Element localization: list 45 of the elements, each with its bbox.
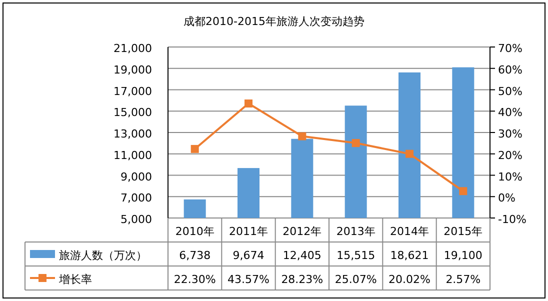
y2-tick-label: 10%	[498, 170, 522, 184]
y-tick-label: 9,000	[120, 170, 152, 184]
legend-label: 增长率	[58, 273, 92, 286]
point	[406, 150, 414, 158]
y-tick-label: 7,000	[120, 192, 152, 205]
y2-tick-label: 0%	[498, 192, 516, 205]
y2-tick-label: -10%	[498, 213, 526, 226]
y2-tick-label: 50%	[498, 84, 522, 98]
x-tick-label: 2012年	[282, 225, 322, 238]
y2-tick-label: 70%	[498, 42, 522, 55]
y-tick-label: 13,000	[114, 128, 152, 140]
x-tick-label: 2011年	[229, 225, 268, 238]
data-label: 43.57%	[228, 273, 270, 286]
point	[244, 99, 252, 108]
y2-tick-label: 30%	[498, 128, 522, 140]
data-label: 6,738	[179, 249, 211, 262]
y-tick-label: 19,000	[114, 63, 152, 76]
x-tick-label: 2010年	[175, 225, 214, 238]
y2-tick-label: 40%	[498, 106, 522, 120]
y-tick-label: 15,000	[114, 106, 152, 120]
data-label: 12,405	[282, 249, 322, 262]
legend-label: 旅游人数（万次）	[59, 249, 147, 262]
y-tick-label: 21,000	[114, 42, 152, 55]
data-label: 22.30%	[174, 273, 216, 286]
y2-tick-label: 20%	[498, 148, 522, 162]
data-label: 9,674	[232, 249, 264, 262]
data-label: 19,100	[444, 249, 482, 262]
data-label: 28.23%	[281, 273, 324, 286]
data-label: 15,515	[336, 249, 376, 262]
y-tick-label: 17,000	[114, 84, 152, 98]
x-tick-label: 2013年	[336, 225, 376, 238]
point	[352, 139, 360, 148]
point	[459, 187, 468, 196]
chart-title: 成都2010-2015年旅游人次变动趋势	[184, 15, 364, 28]
y2-tick-label: 60%	[498, 63, 522, 76]
data-label: 2.57%	[446, 273, 481, 286]
y-tick-label: 11,000	[114, 148, 152, 162]
data-label: 18,621	[390, 249, 429, 262]
point	[298, 132, 306, 140]
x-tick-label: 2014年	[390, 225, 429, 238]
data-label: 25.07%	[334, 273, 377, 286]
x-tick-label: 2015年	[444, 225, 483, 238]
y-tick-label: 5,000	[120, 213, 152, 226]
data-label: 20.02%	[388, 273, 430, 286]
point	[190, 144, 199, 153]
